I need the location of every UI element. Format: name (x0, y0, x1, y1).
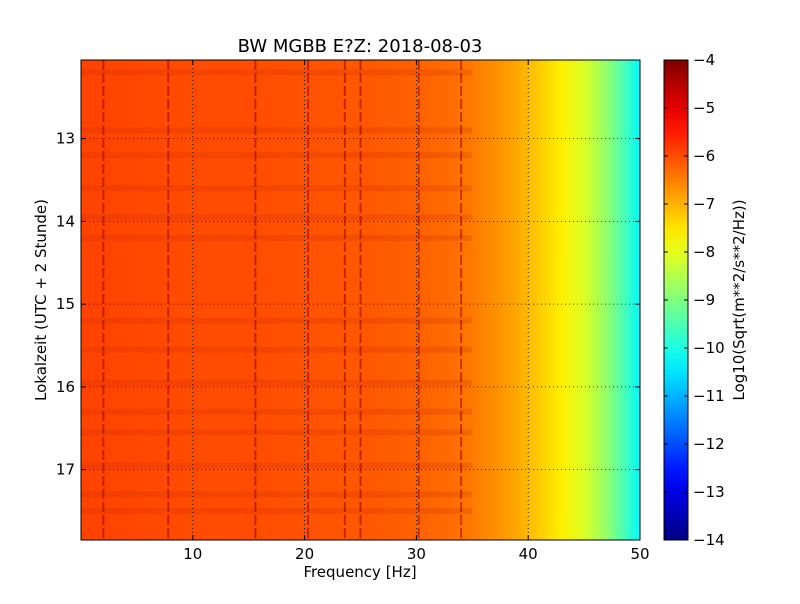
x-tick-label: 30 (407, 545, 426, 563)
colorbar: −4 −5 −6 −7 −8 −9 −10 −11 −12 −13 −14 (663, 51, 725, 549)
event-band (81, 379, 473, 386)
colorbar-tick-label: −6 (693, 147, 715, 165)
x-tick-label: 40 (519, 545, 538, 563)
colorbar-tick-label: −4 (693, 51, 715, 69)
event-band (81, 152, 473, 159)
colorbar-tick-label: −14 (693, 531, 725, 549)
colorbar-ticks: −4 −5 −6 −7 −8 −9 −10 −11 −12 −13 −14 (664, 51, 725, 549)
colorbar-label: Log10(Sqrt(m**2/s**2/Hz)) (730, 199, 748, 400)
y-axis: 13 14 15 16 17 (56, 130, 640, 479)
y-tick-label: 16 (56, 378, 75, 396)
event-band (81, 234, 473, 241)
chart-title: BW MGBB E?Z: 2018-08-03 (238, 36, 483, 57)
y-tick-label: 14 (56, 212, 75, 230)
x-tick-label: 50 (630, 545, 649, 563)
colorbar-tick-label: −11 (693, 387, 725, 405)
colorbar-tick-label: −5 (693, 99, 715, 117)
spectral-lines (102, 60, 463, 540)
y-tick-label: 13 (56, 130, 75, 148)
plot-frame (80, 59, 641, 541)
event-band (81, 429, 473, 436)
colorbar-tick-label: −12 (693, 435, 725, 453)
x-tick-label: 20 (295, 545, 314, 563)
event-band (81, 185, 473, 192)
y-tick-label: 15 (56, 295, 75, 313)
event-band (81, 462, 473, 469)
event-bands (81, 69, 473, 515)
colorbar-tick-label: −13 (693, 483, 725, 501)
event-band (81, 127, 473, 134)
event-band (81, 408, 473, 415)
y-tick-label: 17 (56, 461, 75, 479)
event-band (81, 317, 473, 324)
colorbar-tick-label: −9 (693, 291, 715, 309)
spectrogram-plot-area (80, 59, 641, 541)
x-axis-label: Frequency [Hz] (303, 563, 416, 581)
x-tick-label: 10 (183, 545, 202, 563)
colorbar-tick-label: −7 (693, 195, 715, 213)
event-band (81, 346, 473, 353)
event-band (81, 491, 473, 498)
colorbar-tick-label: −8 (693, 243, 715, 261)
x-axis: 10 20 30 40 50 (183, 60, 650, 563)
colorbar-tick-label: −10 (693, 339, 725, 357)
event-band (81, 214, 473, 221)
y-axis-label: Lokalzeit (UTC + 2 Stunde) (32, 199, 50, 401)
event-band (81, 69, 473, 76)
event-band (81, 508, 473, 515)
